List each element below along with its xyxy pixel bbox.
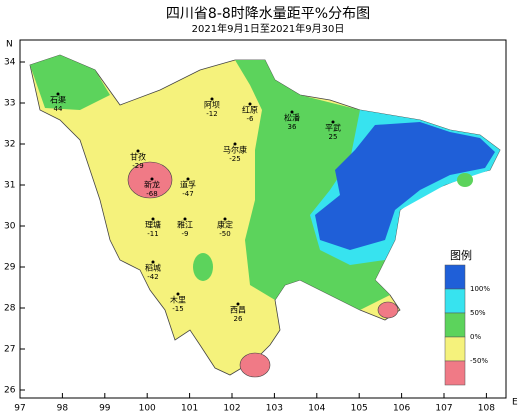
station-value: 36 (288, 123, 297, 131)
legend-swatch (444, 264, 466, 290)
station-dot (151, 260, 155, 264)
station-dot (223, 217, 227, 221)
lat-label: 33 (4, 99, 15, 109)
station-value: -47 (182, 190, 193, 198)
lon-label: 102 (223, 404, 240, 414)
station-value: -6 (247, 115, 255, 123)
lat-letter: N (6, 40, 13, 50)
station-value: -15 (172, 305, 183, 313)
lon-label: 98 (57, 404, 69, 414)
lat-label: 34 (4, 58, 16, 68)
legend-swatch (444, 336, 466, 362)
station-dot (248, 102, 252, 106)
station-value: -50 (219, 230, 230, 238)
station-value: -68 (146, 190, 157, 198)
station-name: 新龙 (144, 180, 160, 190)
lon-label: 108 (478, 404, 495, 414)
station-dot (176, 292, 180, 296)
station-name: 平武 (325, 123, 341, 133)
lon-letter: E (512, 398, 518, 408)
title: 四川省8-8时降水量距平%分布图 (166, 6, 370, 22)
legend-label: -50% (470, 357, 488, 365)
station-value: -11 (147, 230, 158, 238)
station-name: 理塘 (145, 220, 161, 230)
lon-label: 97 (14, 404, 25, 414)
station-dot (150, 177, 154, 181)
station-value: 44 (54, 105, 63, 113)
lon-label: 105 (351, 404, 368, 414)
station-name: 红原 (242, 105, 258, 115)
station-value: -42 (147, 273, 158, 281)
legend-label: 50% (470, 309, 486, 317)
green-zone (457, 173, 473, 187)
station-value: 25 (329, 133, 338, 141)
lat-label: 30 (4, 222, 16, 232)
station-name: 道孚 (180, 180, 196, 190)
lon-label: 104 (308, 404, 325, 414)
legend-title: 图例 (450, 248, 472, 262)
lon-label: 107 (435, 404, 452, 414)
blue-zone (315, 122, 495, 250)
lon-label: 103 (266, 404, 283, 414)
station-value: -25 (229, 155, 240, 163)
lat-label: 29 (4, 263, 16, 273)
subtitle: 2021年9月1日至2021年9月30日 (192, 22, 345, 35)
lat-label: 26 (4, 386, 16, 396)
station-dot (233, 142, 237, 146)
legend-label: 0% (470, 333, 481, 341)
station-name: 稻城 (145, 263, 161, 273)
lat-label: 31 (4, 181, 15, 191)
station-dot (56, 92, 60, 96)
station-dot (236, 302, 240, 306)
station-value: 26 (234, 315, 243, 323)
lon-label: 99 (99, 404, 111, 414)
lat-label: 27 (4, 345, 15, 355)
station-name: 松潘 (284, 113, 300, 123)
station-dot (186, 177, 190, 181)
green-zone (193, 253, 213, 281)
legend-label: 100% (470, 285, 490, 293)
station-value: -29 (132, 162, 143, 170)
station-name: 雅江 (177, 220, 193, 230)
lon-label: 106 (393, 404, 410, 414)
green-zone (30, 55, 390, 310)
station-dot (183, 217, 187, 221)
lon-label: 100 (139, 404, 156, 414)
station-name: 阿坝 (204, 101, 220, 110)
station-dot (210, 97, 214, 101)
station-dot (331, 120, 335, 124)
station-name: 甘孜 (130, 152, 146, 162)
legend-swatch (444, 312, 466, 338)
station-name: 西昌 (230, 306, 246, 315)
legend-swatch (444, 360, 466, 386)
station-dot (151, 217, 155, 221)
station-dot (136, 149, 140, 153)
lon-label: 101 (181, 404, 198, 414)
lat-label: 28 (4, 304, 16, 314)
lat-label: 32 (4, 140, 15, 150)
red-zone (127, 161, 173, 199)
station-name: 木里 (170, 295, 186, 305)
red-zone (239, 352, 271, 378)
legend-swatch (444, 288, 466, 314)
red-zone (377, 301, 399, 319)
station-name: 马尔康 (223, 145, 247, 155)
station-value: -12 (206, 110, 217, 118)
station-name: 石渠 (50, 95, 66, 105)
station-value: -9 (182, 230, 189, 238)
station-name: 康定 (217, 220, 233, 230)
station-dot (290, 110, 294, 114)
